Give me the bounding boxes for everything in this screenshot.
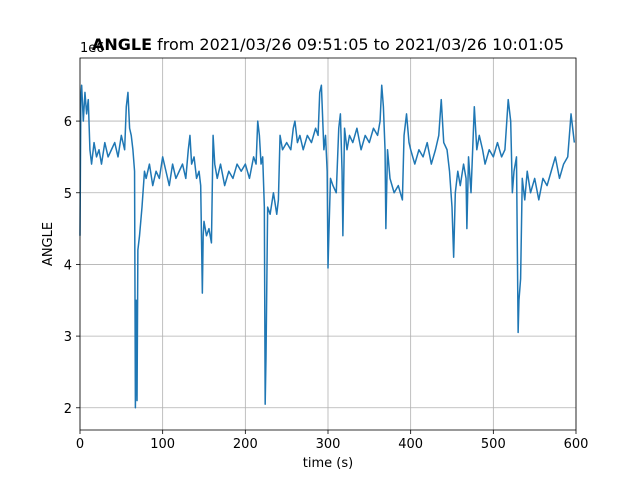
y-axis-label: ANGLE [41,222,56,266]
y-tick-label: 4 [64,258,72,273]
x-tick-label: 400 [398,437,423,452]
y-tick-label: 6 [64,115,72,130]
x-tick-label: 300 [316,437,341,452]
plot-frame [79,57,577,431]
x-tick-label: 100 [150,437,175,452]
y-tick-label: 5 [64,187,72,202]
x-axis-label: time (s) [303,456,353,471]
title-bold: ANGLE [92,35,152,54]
x-tick-label: 500 [481,437,506,452]
offset-text: 1e6 [80,41,105,56]
x-tick-label: 200 [233,437,258,452]
x-tick-label: 600 [564,437,589,452]
data-line [79,84,576,409]
chart-title: ANGLE from 2021/03/26 09:51:05 to 2021/0… [92,35,564,54]
y-tick-label: 3 [64,330,72,345]
title-rest: from 2021/03/26 09:51:05 to 2021/03/26 1… [157,35,564,54]
y-tick-label: 2 [64,402,72,417]
x-tick-label: 0 [76,437,84,452]
